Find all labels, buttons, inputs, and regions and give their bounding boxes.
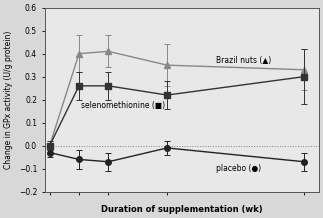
- X-axis label: Duration of supplementation (wk): Duration of supplementation (wk): [101, 205, 263, 214]
- Text: placebo (●): placebo (●): [216, 164, 261, 173]
- Text: selenomethionine (■): selenomethionine (■): [81, 101, 166, 110]
- Text: Brazil nuts (▲): Brazil nuts (▲): [216, 56, 271, 65]
- Y-axis label: Change in GPx activity (U/g protein): Change in GPx activity (U/g protein): [4, 31, 13, 169]
